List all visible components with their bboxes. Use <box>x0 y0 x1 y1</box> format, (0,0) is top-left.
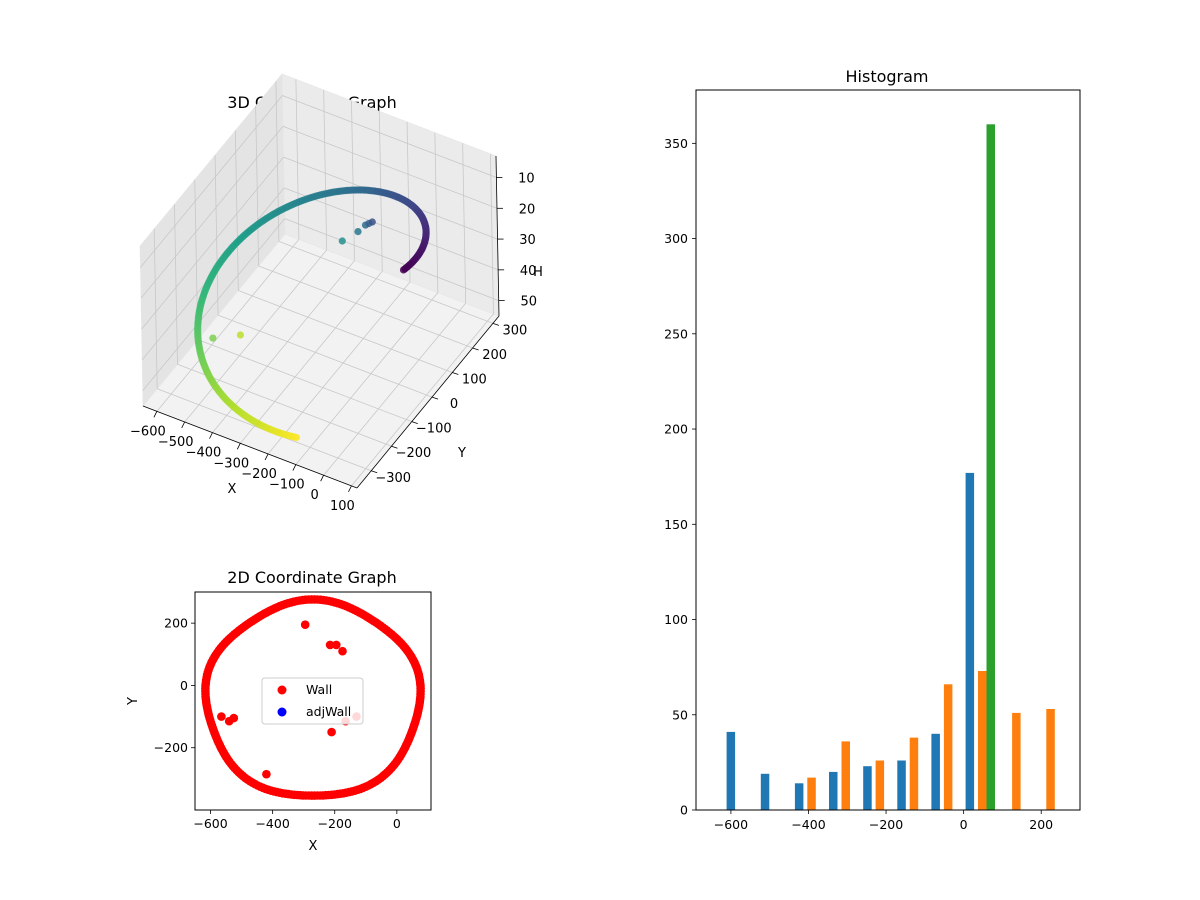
histogram-bar <box>841 741 850 810</box>
chart-3d-ztick-label: 20 <box>519 202 536 217</box>
histogram-ytick-label: 300 <box>664 231 688 246</box>
chart-3d-xtick-label: 0 <box>311 488 319 503</box>
histogram-bar <box>965 472 975 810</box>
histogram-bar <box>863 766 872 810</box>
chart-2d-ytick-label: −200 <box>154 740 188 755</box>
wall-point <box>262 769 271 779</box>
chart-3d: 3D Coordinate Graph −600−500−400−300−200… <box>130 73 543 514</box>
chart-3d-ytick-label: 100 <box>462 373 487 388</box>
histogram-bar <box>943 684 953 810</box>
wall-point <box>332 640 341 650</box>
chart-3d-xtick-label: −400 <box>186 446 222 461</box>
histogram-ytick-label: 350 <box>664 136 688 151</box>
histogram-bars <box>726 124 1055 811</box>
histogram-title: Histogram <box>846 67 929 86</box>
chart-2d-xtick-label: −600 <box>193 816 227 831</box>
histogram-xtick-label: 200 <box>1029 817 1053 832</box>
chart-3d-xtick-label: −500 <box>158 435 194 450</box>
chart-3d-ticks: −600−500−400−300−200−1000100−300−200−100… <box>130 172 537 514</box>
histogram-bar <box>794 783 804 810</box>
chart-3d-point <box>368 218 376 226</box>
chart-3d-point <box>236 331 244 339</box>
chart-2d-legend: Wall adjWall <box>261 677 364 725</box>
chart-3d-xtick-label: 100 <box>330 499 355 514</box>
chart-2d-frame <box>194 591 432 811</box>
chart-3d-xtick-label: −100 <box>269 478 305 493</box>
chart-2d-xtick-label: 0 <box>393 816 401 831</box>
chart-2d-ylabel: Y <box>126 697 141 706</box>
histogram-frame <box>695 89 1081 811</box>
legend-label-wall: Wall <box>306 682 332 697</box>
histogram-ytick-label: 50 <box>672 707 688 722</box>
histogram-xtick-label: −600 <box>714 817 748 832</box>
chart-3d-ytick-label: −200 <box>396 446 432 461</box>
chart-2d-xtick-label: −400 <box>255 816 289 831</box>
chart-2d-ytick-label: 0 <box>180 678 188 693</box>
chart-3d-point <box>399 266 408 274</box>
chart-3d-ztick-label: 50 <box>520 295 537 310</box>
chart-3d-xtick-label: −300 <box>213 456 249 471</box>
histogram-ticks: −600 −400 −200 0 200 0 50 100 150 200 250 300 350 <box>664 136 1053 832</box>
histogram-bar <box>875 760 885 810</box>
chart-3d-ytick-label: 200 <box>482 348 507 363</box>
legend-marker-wall <box>277 685 287 695</box>
histogram-xtick-label: −400 <box>791 817 825 832</box>
chart-2d-title: 2D Coordinate Graph <box>227 568 396 587</box>
histogram-bar <box>829 771 838 810</box>
chart-3d-ytick-label: −100 <box>416 422 452 437</box>
chart-2d-points <box>201 595 425 800</box>
chart-3d-xlabel: X <box>228 482 237 497</box>
histogram-bar <box>931 733 940 810</box>
wall-point <box>325 640 335 650</box>
chart-2d-ytick-label: 200 <box>164 616 188 631</box>
histogram-bar <box>726 731 736 810</box>
chart-histogram: Histogram −600 −400 −200 0 200 0 50 100 150 200 25… <box>664 67 1081 832</box>
histogram-bar <box>760 773 770 810</box>
chart-3d-ytick-label: 0 <box>450 397 458 412</box>
chart-2d-ticks: −600 −400 −200 0 −200 0 200 <box>154 616 401 831</box>
histogram-bar <box>986 124 995 811</box>
histogram-bar <box>978 671 987 810</box>
histogram-bar <box>909 737 919 810</box>
histogram-xtick-label: 0 <box>960 817 968 832</box>
histogram-bar <box>1012 712 1021 810</box>
histogram-ytick-label: 150 <box>664 517 688 532</box>
chart-3d-ylabel: Y <box>457 446 466 461</box>
wall-point <box>229 713 239 723</box>
chart-3d-grid <box>140 79 500 489</box>
chart-3d-ytick-label: 300 <box>503 323 528 338</box>
histogram-bar <box>897 760 906 810</box>
chart-3d-ytick-label: −300 <box>375 471 411 486</box>
histogram-bar <box>807 777 816 810</box>
legend-marker-adjwall <box>277 707 287 717</box>
histogram-ytick-label: 250 <box>664 326 688 341</box>
wall-point <box>338 646 347 656</box>
chart-2d: 2D Coordinate Graph −600 −400 −200 0 −200 0 20… <box>126 568 432 854</box>
wall-point <box>217 712 226 721</box>
chart-3d-point <box>338 237 346 245</box>
chart-3d-ztick-label: 40 <box>520 264 537 279</box>
chart-3d-points <box>194 186 430 442</box>
wall-point <box>327 727 336 737</box>
histogram-bar <box>1046 709 1055 810</box>
wall-point <box>415 697 425 707</box>
chart-3d-point <box>245 414 253 423</box>
chart-2d-xlabel: X <box>309 839 318 854</box>
chart-2d-xtick-label: −200 <box>318 816 352 831</box>
histogram-ytick-label: 0 <box>680 803 688 818</box>
histogram-ytick-label: 200 <box>664 422 688 437</box>
chart-3d-point <box>354 228 362 236</box>
chart-3d-zlabel: H <box>533 265 543 280</box>
chart-3d-ztick-label: 30 <box>519 233 536 248</box>
chart-3d-point <box>209 334 217 342</box>
legend-label-adjwall: adjWall <box>306 704 351 719</box>
wall-point <box>300 620 310 629</box>
histogram-xtick-label: −200 <box>869 817 903 832</box>
chart-3d-ztick-label: 10 <box>518 172 535 187</box>
chart-3d-xtick-label: −600 <box>130 424 166 439</box>
histogram-ytick-label: 100 <box>664 612 688 627</box>
chart-3d-xtick-label: −200 <box>241 467 277 482</box>
